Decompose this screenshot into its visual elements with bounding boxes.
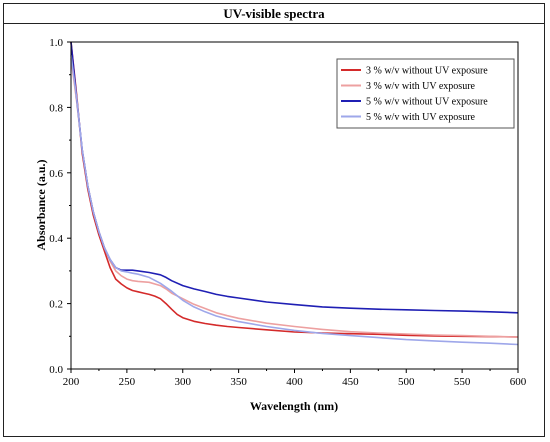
y-tick-label: 0.8 <box>49 102 63 114</box>
y-tick-label: 0.0 <box>49 364 63 376</box>
x-tick-label: 350 <box>230 376 247 388</box>
x-axis: 200 250 300 350 400 450 500 550 600 <box>63 369 527 388</box>
x-tick-label: 600 <box>510 376 527 388</box>
series-line-4 <box>70 54 519 346</box>
x-tick-label: 400 <box>286 376 303 388</box>
y-axis: 0.0 0.2 0.4 0.6 0.8 1.0 <box>49 37 71 376</box>
x-tick-label: 300 <box>175 376 192 388</box>
legend-label: 3 % w/v without UV exposure <box>366 66 488 77</box>
x-tick-label: 450 <box>342 376 359 388</box>
series-layer <box>70 41 519 346</box>
y-axis-label: Absorbance (a.u.) <box>34 159 48 250</box>
y-tick-label: 1.0 <box>49 37 63 49</box>
legend-label: 5 % w/v without UV exposure <box>366 97 488 108</box>
y-tick-label: 0.4 <box>49 233 63 245</box>
legend-label: 3 % w/v with UV exposure <box>366 81 476 92</box>
x-tick-label: 550 <box>454 376 471 388</box>
figure-frame: UV-visible spectra <box>3 3 545 437</box>
x-tick-label: 200 <box>63 376 80 388</box>
y-tick-label: 0.2 <box>49 299 63 311</box>
legend-label: 5 % w/v with UV exposure <box>366 112 476 123</box>
x-tick-label: 250 <box>119 376 136 388</box>
x-axis-label: Wavelength (nm) <box>250 399 338 413</box>
x-tick-label: 500 <box>398 376 415 388</box>
figure-title: UV-visible spectra <box>4 4 544 24</box>
legend-box <box>336 58 515 129</box>
series-line-1 <box>70 41 519 338</box>
y-tick-label: 0.6 <box>49 168 63 180</box>
legend: 3 % w/v without UV exposure 3 % w/v with … <box>336 58 515 129</box>
